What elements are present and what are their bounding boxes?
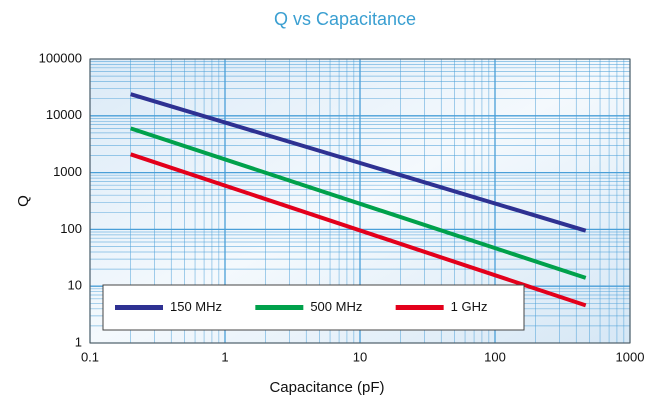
legend-box [102,284,525,331]
x-tick-label: 100 [484,349,506,364]
x-tick-label: 10 [353,349,367,364]
y-tick-label: 100 [60,221,82,236]
y-tick-label: 100000 [39,50,82,65]
x-axis-label: Capacitance (pF) [269,379,384,396]
legend-label: 500 MHz [310,299,362,314]
legend-label: 1 GHz [451,299,488,314]
legend-label: 150 MHz [170,299,222,314]
x-tick-label: 1 [221,349,228,364]
y-tick-label: 1 [75,334,82,349]
y-tick-label: 10000 [46,107,82,122]
x-tick-label: 0.1 [81,349,99,364]
series-line [130,126,587,280]
y-axis-label: Q [15,195,32,207]
y-tick-label: 1000 [53,164,82,179]
series-line [130,152,587,308]
plot-border [89,58,631,344]
x-tick-label: 1000 [616,349,645,364]
y-tick-label: 10 [68,278,82,293]
series-line [130,92,587,233]
chart-title: Q vs Capacitance [274,9,416,29]
